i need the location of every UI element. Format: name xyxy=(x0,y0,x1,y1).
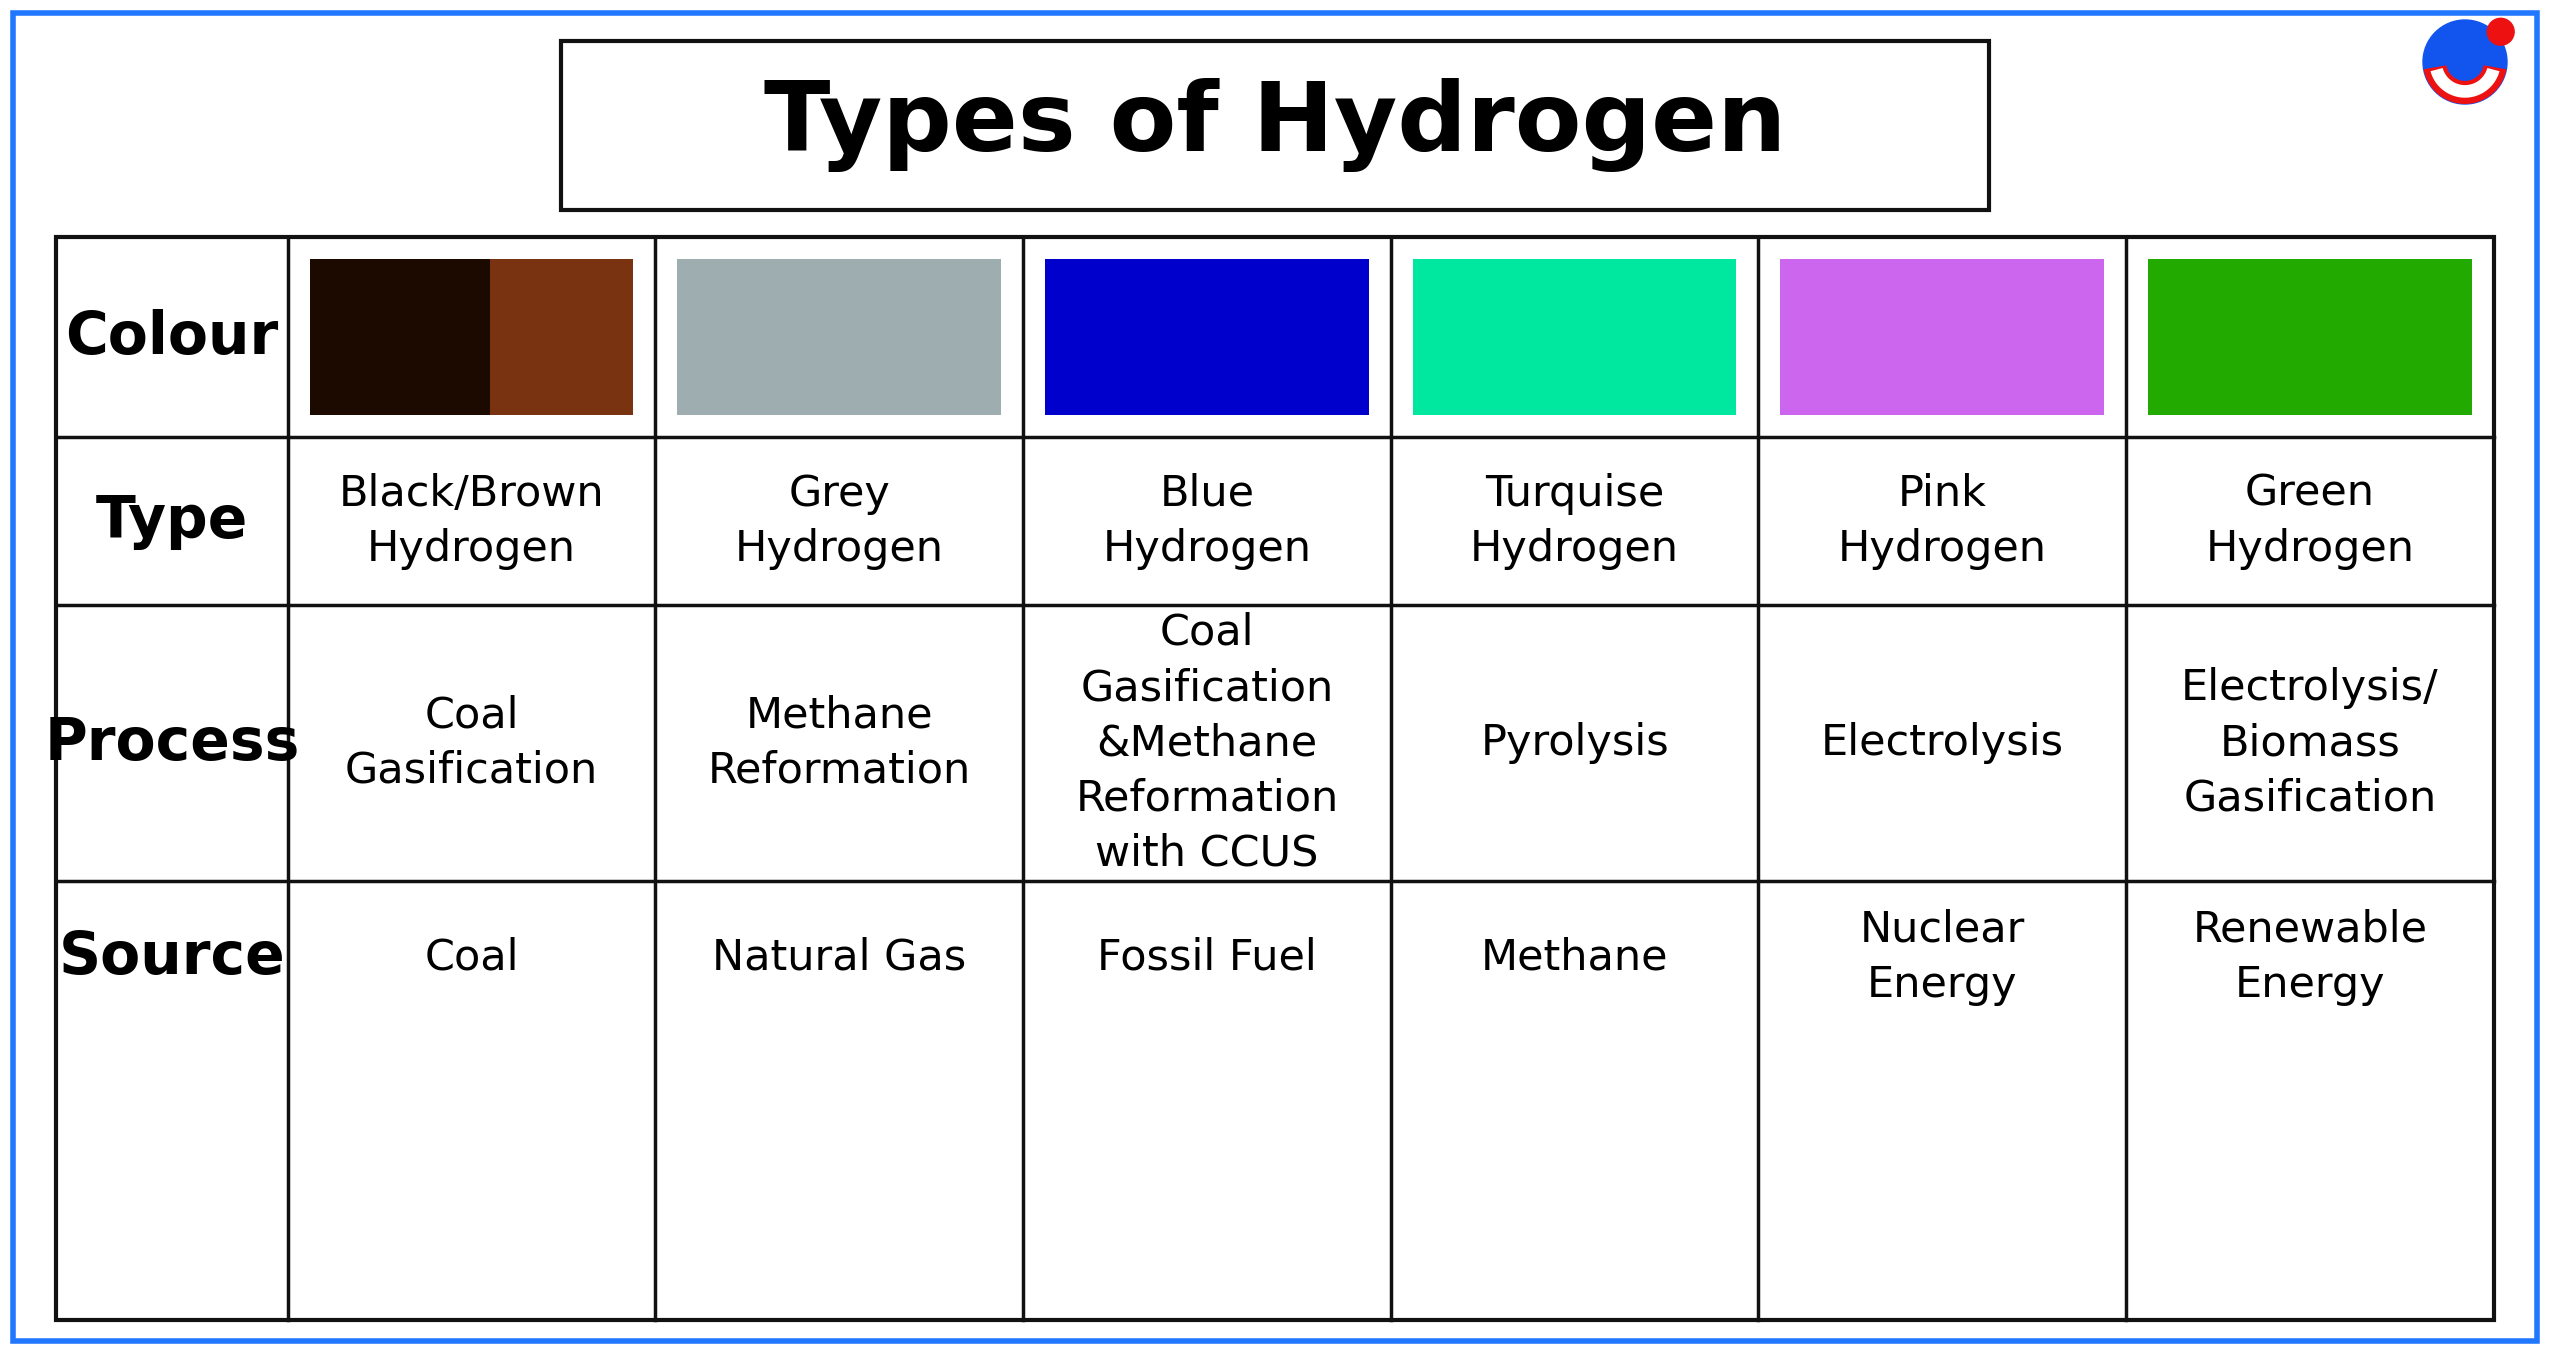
Text: Grey
Hydrogen: Grey Hydrogen xyxy=(734,473,944,570)
Text: Natural Gas: Natural Gas xyxy=(711,936,966,979)
Text: Fossil Fuel: Fossil Fuel xyxy=(1096,936,1316,979)
Text: Green
Hydrogen: Green Hydrogen xyxy=(2206,473,2415,570)
Text: Coal
Gasification
&Methane
Reformation
with CCUS: Coal Gasification &Methane Reformation w… xyxy=(1076,612,1339,875)
Polygon shape xyxy=(2422,65,2507,104)
Text: Methane: Methane xyxy=(1482,936,1668,979)
Text: Colour: Colour xyxy=(66,309,278,366)
Text: Methane
Reformation: Methane Reformation xyxy=(706,695,972,792)
Bar xyxy=(490,259,632,416)
Bar xyxy=(56,237,2494,1320)
Bar xyxy=(1046,259,1369,416)
Text: Pink
Hydrogen: Pink Hydrogen xyxy=(1839,473,2048,570)
Text: Process: Process xyxy=(43,715,298,772)
Circle shape xyxy=(2486,19,2514,45)
Text: Nuclear
Energy: Nuclear Energy xyxy=(1859,909,2025,1006)
Text: Turquise
Hydrogen: Turquise Hydrogen xyxy=(1471,473,1678,570)
Polygon shape xyxy=(2430,68,2499,97)
Text: Electrolysis: Electrolysis xyxy=(1821,722,2063,765)
Text: Pyrolysis: Pyrolysis xyxy=(1479,722,1670,765)
Bar xyxy=(1413,259,1737,416)
Text: Coal: Coal xyxy=(423,936,518,979)
Text: Types of Hydrogen: Types of Hydrogen xyxy=(765,79,1785,172)
Text: Black/Brown
Hydrogen: Black/Brown Hydrogen xyxy=(339,473,604,570)
Text: Coal
Gasification: Coal Gasification xyxy=(344,695,599,792)
Bar xyxy=(561,41,1989,210)
Bar xyxy=(2147,259,2471,416)
Text: Renewable
Energy: Renewable Energy xyxy=(2193,909,2428,1006)
Text: Source: Source xyxy=(59,929,286,986)
Bar xyxy=(678,259,1002,416)
Circle shape xyxy=(2422,20,2507,104)
Bar xyxy=(309,259,490,416)
Text: Electrolysis/
Biomass
Gasification: Electrolysis/ Biomass Gasification xyxy=(2180,668,2438,819)
Text: Blue
Hydrogen: Blue Hydrogen xyxy=(1102,473,1311,570)
Bar xyxy=(1780,259,2104,416)
Text: Type: Type xyxy=(97,493,247,550)
